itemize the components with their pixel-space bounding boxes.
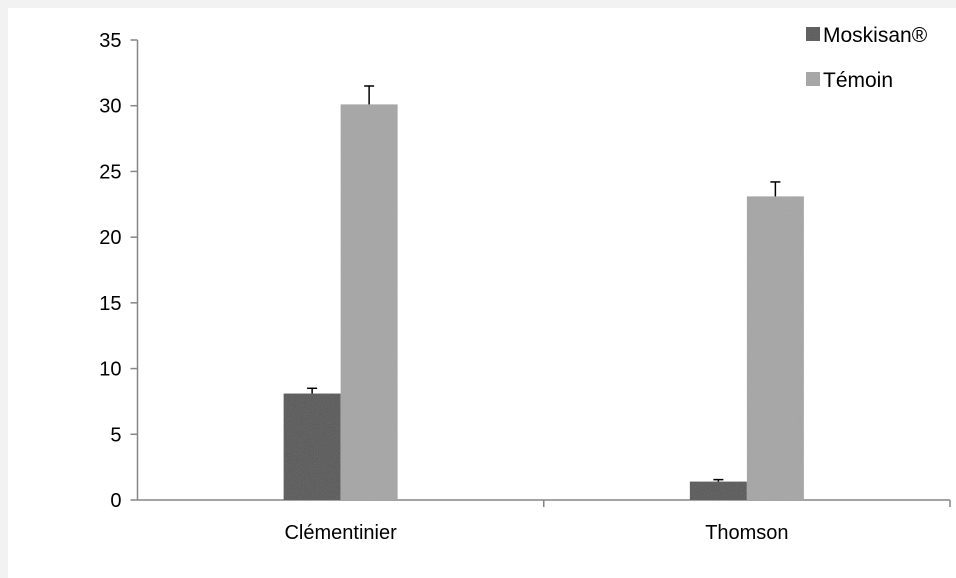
bar [283,393,341,500]
y-tick-label: 20 [99,227,121,249]
y-tick-label: 35 [99,30,121,52]
y-tick-label: 5 [110,424,121,446]
y-tick-label: 15 [99,293,121,315]
bar [340,104,398,501]
x-axis: Clémentinier Thomson [137,499,951,544]
error-bars [307,85,781,482]
x-category-label: Clémentinier [284,522,397,544]
bars [283,104,804,501]
legend-label: Moskisan® [823,24,928,47]
bar [689,481,747,500]
x-category-label: Thomson [705,522,788,544]
y-tick-label: 30 [99,96,121,118]
bar [746,196,804,500]
y-tick-label: 0 [110,490,121,512]
legend: Moskisan® Témoin [806,24,928,92]
y-tick-label: 25 [99,161,121,183]
y-tick-label: 10 [99,359,121,381]
legend-label: Témoin [823,69,893,92]
legend-swatch [806,72,820,86]
y-axis: 0 5 10 15 20 25 30 35 [99,30,139,512]
legend-swatch [806,27,820,41]
